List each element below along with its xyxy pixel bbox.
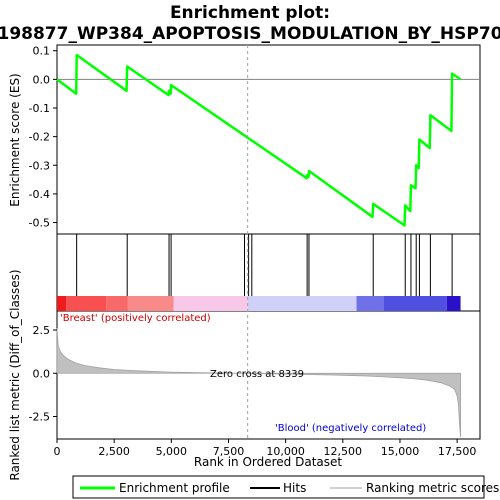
metric-ytick-label: 2.5 [33,324,51,337]
es-ytick-label: 0.1 [33,45,51,58]
ranking-metric-area [56,328,461,438]
es-ytick-label: -0.1 [29,102,50,115]
rank-bar-segment [106,296,128,311]
metric-ylabel: Ranked list metric (Diff_of_Classes) [8,269,22,480]
xtick-label: 15,000 [381,445,420,458]
metric-ytick-label: -2.5 [29,411,50,424]
zero-cross-label: Zero cross at 8339 [210,369,304,380]
es-ytick-label: -0.4 [29,188,50,201]
rank-bar-segment [66,296,107,311]
axes-layer: 0.1 0.0 -0.1 -0.2 -0.3 -0.4 -0.5 2.5 0.0 -2.5 0 2,5… [29,45,477,458]
rank-bar-segment [57,296,67,311]
rank-bar [57,296,461,311]
legend-hits-label: Hits [283,481,306,495]
legend-metric-label: Ranking metric scores [366,481,499,495]
xtick-label: 2,500 [98,445,130,458]
es-ytick-label: -0.2 [29,131,50,144]
chart-title-line2: 198877_WP384_APOPTOSIS_MODULATION_BY_HSP… [0,24,500,44]
metric-layer [56,45,461,439]
hits-layer [76,234,453,296]
es-ytick-label: 0.0 [33,73,51,86]
es-layer [56,53,480,227]
xtick-label: 7,500 [213,445,245,458]
es-ytick-label: -0.3 [29,159,50,172]
legend: Enrichment profile Hits Ranking metric s… [72,475,499,499]
metric-ytick-label: 0.0 [33,367,51,380]
rank-bar-segment [247,296,357,311]
es-ytick-label: -0.5 [29,217,50,230]
es-panel [56,44,481,235]
xtick-label: 0 [54,445,61,458]
enrichment-profile-line [56,53,462,227]
es-ylabel: Enrichment score (ES) [8,73,22,206]
xtick-label: 12,500 [324,445,363,458]
xtick-label: 17,500 [438,445,477,458]
rank-bar-segment [173,296,248,311]
chart-title-line1: Enrichment plot: [170,3,330,23]
xtick-label: 5,000 [156,445,188,458]
rank-bar-segment [446,296,461,311]
positive-label: 'Breast' (positively correlated) [60,313,211,324]
xlabel: Rank in Ordered Dataset [194,455,342,469]
negative-label: 'Blood' (negatively correlated) [275,423,426,434]
legend-profile-label: Enrichment profile [119,481,230,495]
rank-bar-segment [383,296,447,311]
rank-bar-segment [356,296,384,311]
rank-bar-segment [127,296,174,311]
xtick-label: 10,000 [266,445,305,458]
